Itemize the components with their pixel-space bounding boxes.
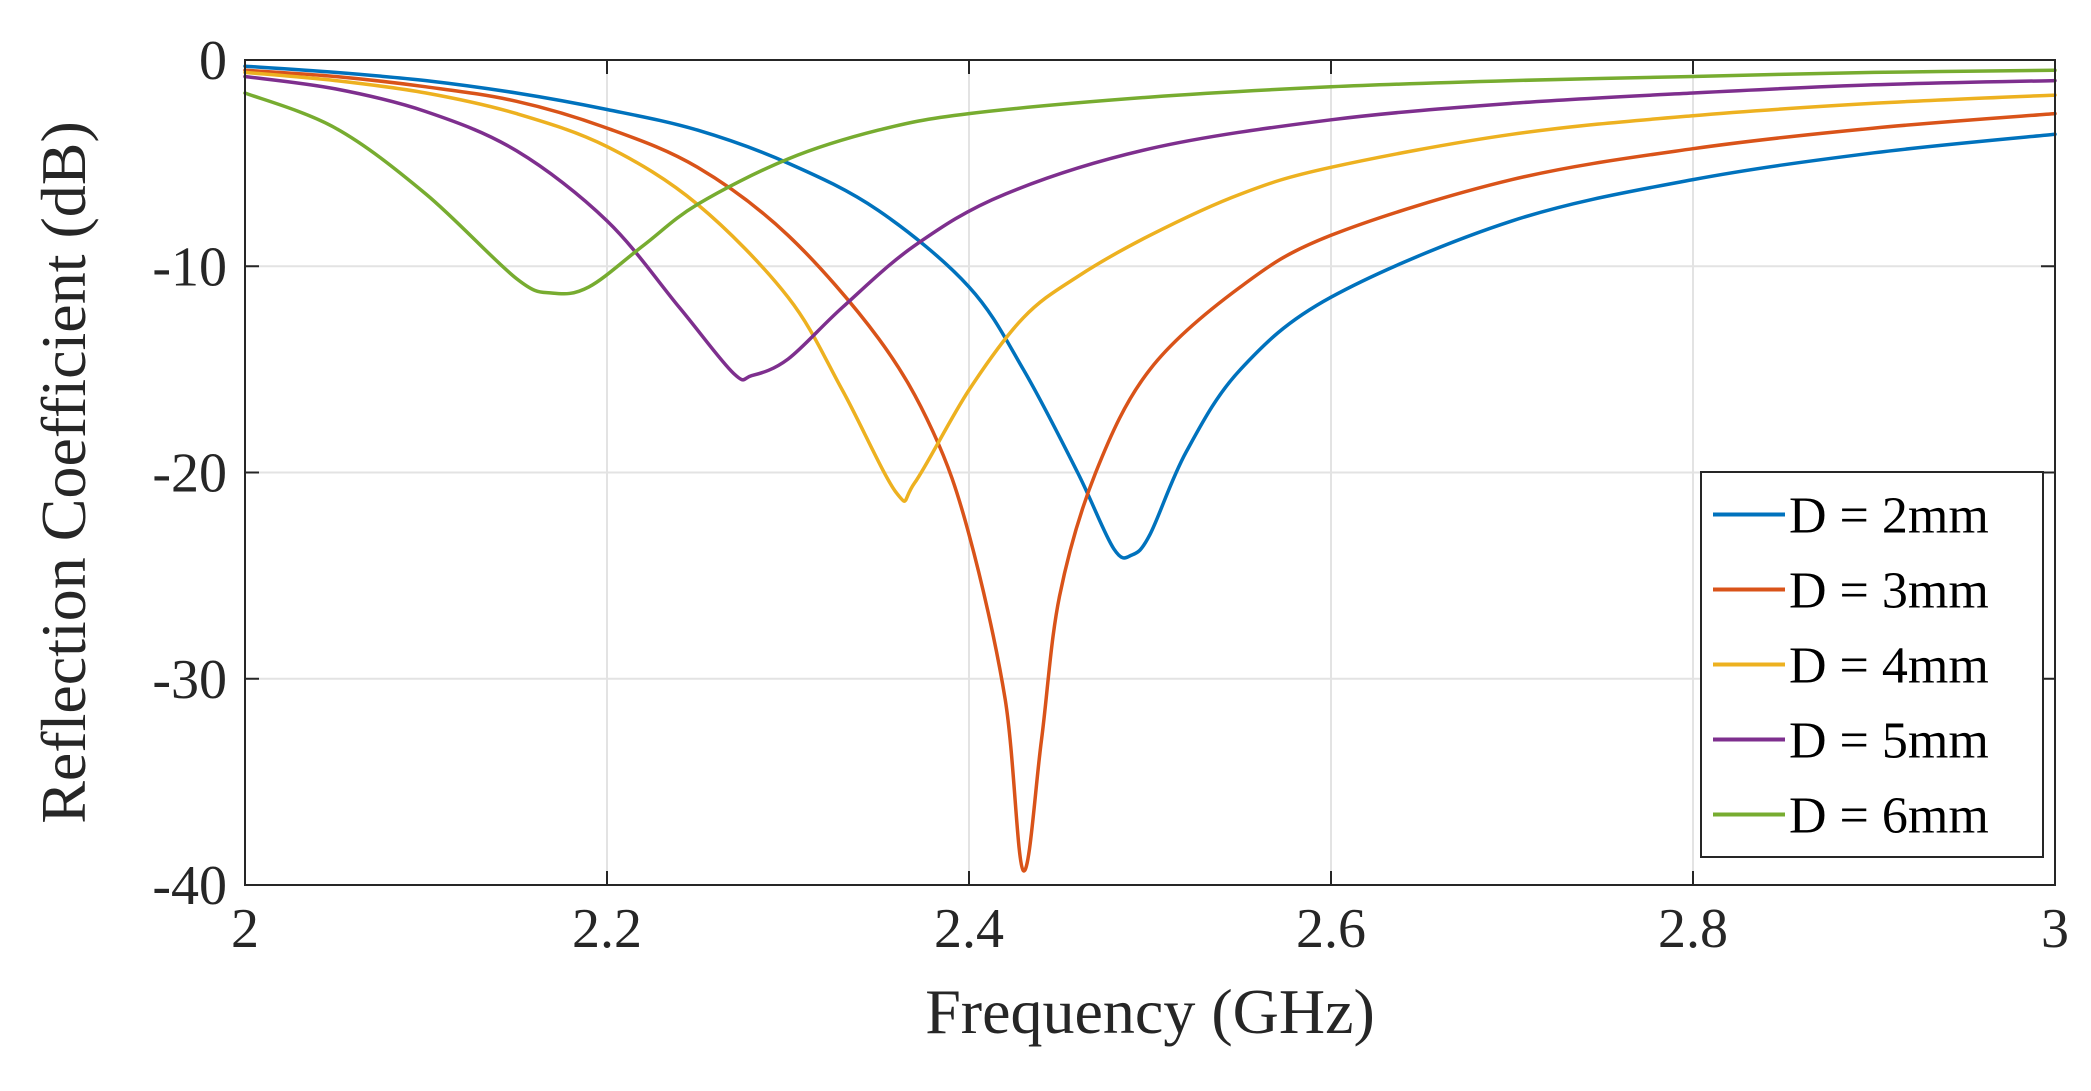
x-axis-title: Frequency (GHz)	[925, 976, 1375, 1047]
y-axis-title: Reflection Coefficient (dB)	[28, 121, 99, 824]
tick-labels: 2 2.2 2.4 2.6 2.8 3 0 -10 -20 -30 -40	[152, 30, 2069, 960]
legend-label: D = 2mm	[1789, 488, 1989, 545]
x-tick-label: 2.6	[1296, 898, 1366, 960]
y-tick-label: -10	[152, 236, 227, 298]
series-lines	[243, 64, 2057, 873]
x-tick-label: 2.4	[934, 898, 1004, 960]
legend-label: D = 3mm	[1789, 563, 1989, 620]
series-line-4	[243, 74, 2057, 382]
series-line-1	[243, 64, 2057, 560]
legend-label: D = 5mm	[1789, 713, 1989, 770]
legend-label: D = 4mm	[1789, 638, 1989, 695]
x-tick-label: 2.8	[1658, 898, 1728, 960]
y-tick-label: -30	[152, 649, 227, 711]
axis-ticks	[244, 59, 2056, 886]
x-tick-label: 2	[231, 898, 259, 960]
legend: D = 2mm D = 3mm D = 4mm D = 5mm D = 6mm	[1700, 471, 2044, 858]
series-line-5	[243, 68, 2057, 296]
y-tick-label: 0	[199, 30, 227, 92]
series-line-3	[243, 70, 2057, 503]
legend-label: D = 6mm	[1789, 788, 1989, 845]
y-tick-label: -20	[152, 443, 227, 505]
series-line-2	[243, 68, 2057, 873]
y-tick-label: -40	[152, 855, 227, 917]
x-tick-label: 2.2	[572, 898, 642, 960]
x-tick-label: 3	[2041, 898, 2069, 960]
